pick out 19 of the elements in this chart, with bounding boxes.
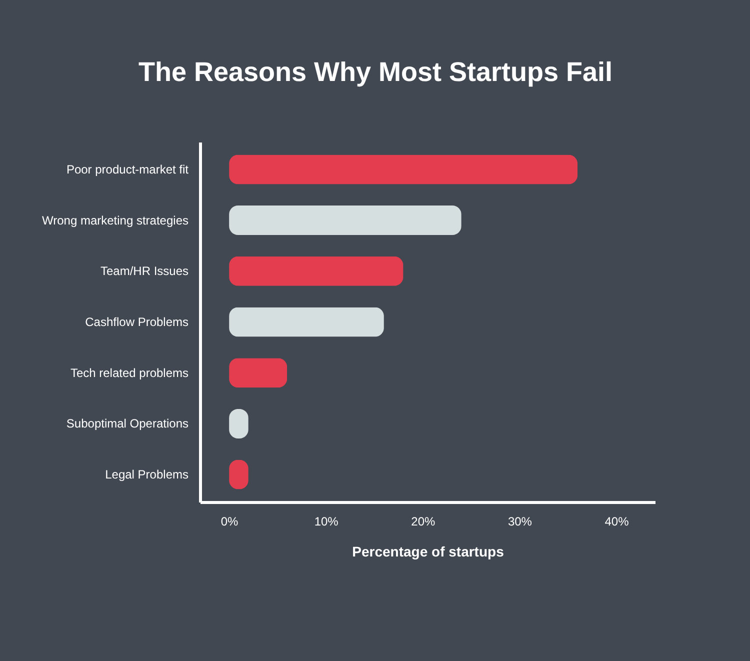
- bar: [229, 256, 404, 286]
- x-tick-label: 40%: [604, 514, 630, 528]
- y-tick-label: Cashflow Problems: [85, 315, 188, 329]
- x-tick-label: 20%: [411, 514, 436, 528]
- x-axis-title: Percentage of startups: [352, 544, 504, 560]
- x-tick-label: 10%: [314, 514, 339, 528]
- y-tick-label: Suboptimal Operations: [66, 416, 188, 431]
- y-tick-label: Tech related problems: [70, 366, 188, 380]
- y-tick-label: Legal Problems: [105, 468, 188, 482]
- x-tick-label: 0%: [220, 514, 239, 528]
- y-tick-label: Poor product-market fit: [66, 162, 190, 176]
- y-tick-label: Team/HR Issues: [100, 264, 188, 278]
- bar: [229, 206, 462, 236]
- y-tick-label: Wrong marketing strategies: [42, 213, 188, 228]
- x-tick-label: 30%: [508, 514, 532, 528]
- bar: [229, 358, 288, 388]
- bar: [229, 154, 578, 184]
- bar: [229, 307, 384, 337]
- chart-title: The Reasons Why Most Startups Fail: [138, 57, 613, 87]
